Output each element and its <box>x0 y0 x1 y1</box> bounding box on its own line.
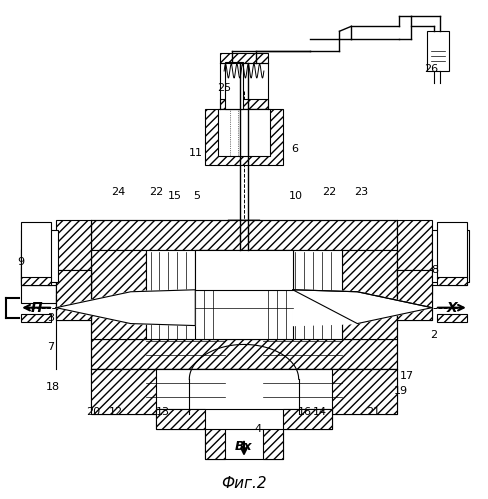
Bar <box>205 414 283 459</box>
Text: П: П <box>30 301 42 315</box>
Text: X: X <box>447 301 457 315</box>
Bar <box>427 31 449 71</box>
Bar <box>91 339 397 369</box>
Text: 8: 8 <box>431 265 439 275</box>
Bar <box>432 249 467 285</box>
Text: 18: 18 <box>46 382 60 392</box>
Bar <box>156 409 205 429</box>
Bar <box>205 109 283 166</box>
Text: 11: 11 <box>189 148 203 158</box>
Bar <box>156 409 332 429</box>
Text: 3: 3 <box>48 312 55 323</box>
Bar <box>91 369 397 414</box>
Text: 17: 17 <box>400 371 414 381</box>
Text: 12: 12 <box>109 407 123 417</box>
Bar <box>220 53 268 63</box>
Bar <box>432 230 468 282</box>
Bar <box>397 270 432 319</box>
Bar <box>397 220 432 295</box>
Text: 13: 13 <box>156 407 169 417</box>
Bar <box>195 250 293 290</box>
Bar <box>220 99 268 109</box>
Bar <box>21 222 51 278</box>
Bar <box>21 230 58 282</box>
Bar <box>91 220 397 250</box>
Bar <box>145 250 225 339</box>
Text: 10: 10 <box>289 191 303 201</box>
Bar <box>283 409 332 429</box>
Bar <box>21 314 51 321</box>
Bar <box>156 369 332 414</box>
Bar <box>56 270 91 319</box>
Bar <box>225 62 243 109</box>
Bar <box>263 414 283 459</box>
Text: 20: 20 <box>86 407 100 417</box>
Text: 19: 19 <box>394 386 408 396</box>
Bar <box>56 220 91 295</box>
Bar <box>263 250 343 339</box>
Bar <box>437 222 467 278</box>
Text: 21: 21 <box>366 407 380 417</box>
Text: Фиг.2: Фиг.2 <box>221 476 267 491</box>
Bar <box>218 109 270 156</box>
Polygon shape <box>228 220 260 245</box>
Text: 9: 9 <box>18 257 25 267</box>
Text: 24: 24 <box>112 187 126 197</box>
Text: 6: 6 <box>291 144 298 154</box>
Text: 4: 4 <box>254 424 262 434</box>
Text: 2: 2 <box>430 329 437 339</box>
Bar <box>21 249 56 285</box>
Bar <box>21 267 56 285</box>
Bar <box>205 414 225 459</box>
Bar <box>343 250 397 339</box>
Bar <box>56 270 91 319</box>
Bar <box>195 250 293 339</box>
Text: 22: 22 <box>323 187 337 197</box>
Bar <box>91 369 397 414</box>
Bar <box>91 250 145 339</box>
Text: Вх: Вх <box>235 441 253 454</box>
Text: 5: 5 <box>193 191 200 201</box>
Bar <box>397 270 432 319</box>
Bar <box>437 277 467 285</box>
Text: 14: 14 <box>312 407 326 417</box>
Polygon shape <box>293 290 432 325</box>
Text: 22: 22 <box>149 187 163 197</box>
Text: 25: 25 <box>217 83 231 93</box>
Text: 15: 15 <box>167 191 182 201</box>
Text: 7: 7 <box>47 342 55 352</box>
Bar <box>21 285 56 303</box>
Bar <box>437 314 467 321</box>
Bar <box>21 277 51 285</box>
Polygon shape <box>56 290 195 325</box>
Text: 16: 16 <box>298 407 312 417</box>
Text: 26: 26 <box>424 64 438 74</box>
Text: 23: 23 <box>354 187 368 197</box>
